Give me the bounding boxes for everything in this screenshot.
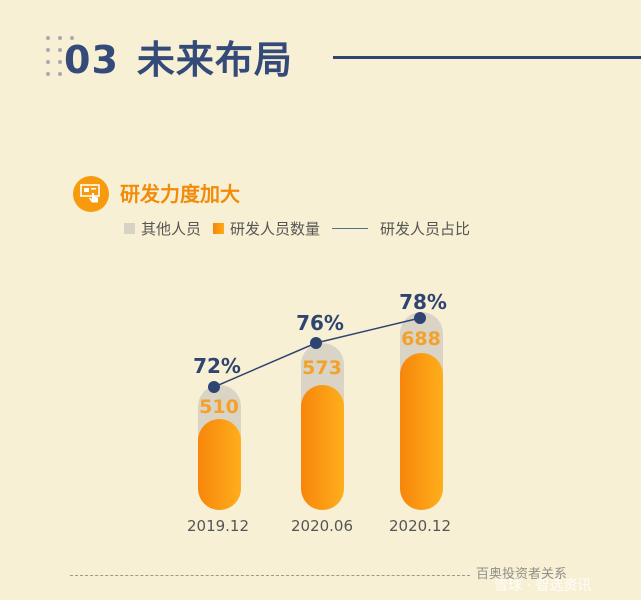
bar-rd-2020-06 — [301, 385, 344, 510]
page-title: 03 未来布局 — [64, 36, 293, 84]
percent-label: 78% — [399, 290, 447, 314]
legend-label-rd-ratio: 研发人员占比 — [380, 220, 471, 238]
percent-label: 72% — [193, 354, 241, 378]
chart-legend: 其他人员 研发人员数量 研发人员占比 — [124, 218, 470, 239]
legend-label-other: 其他人员 — [141, 220, 202, 238]
touch-screen-icon — [73, 176, 109, 212]
x-axis-label: 2020.12 — [388, 517, 452, 535]
percent-label: 76% — [296, 311, 344, 335]
value-label: 573 — [302, 357, 342, 379]
bar-rd-2019-12 — [198, 419, 241, 510]
watermark-text-secondary: 雪球 · 智选资讯 — [494, 578, 592, 594]
x-axis-label: 2020.06 — [290, 517, 354, 535]
legend-swatch-other — [124, 223, 135, 234]
legend-swatch-rd-count — [213, 223, 225, 234]
watermark-text: 百奥投资者关系 — [476, 567, 568, 582]
title-rule — [333, 56, 641, 59]
value-label: 688 — [401, 328, 441, 350]
footer-divider — [70, 575, 470, 576]
section-subtitle: 研发力度加大 — [120, 182, 240, 206]
legend-label-rd-count: 研发人员数量 — [230, 220, 321, 238]
bar-rd-2020-12 — [400, 353, 443, 510]
legend-line-rd-ratio — [332, 227, 369, 230]
section-title: 未来布局 — [136, 38, 293, 82]
value-label: 510 — [199, 396, 239, 418]
decorative-dots — [46, 36, 76, 76]
x-axis-label: 2019.12 — [186, 517, 250, 535]
section-number: 03 — [64, 38, 119, 82]
